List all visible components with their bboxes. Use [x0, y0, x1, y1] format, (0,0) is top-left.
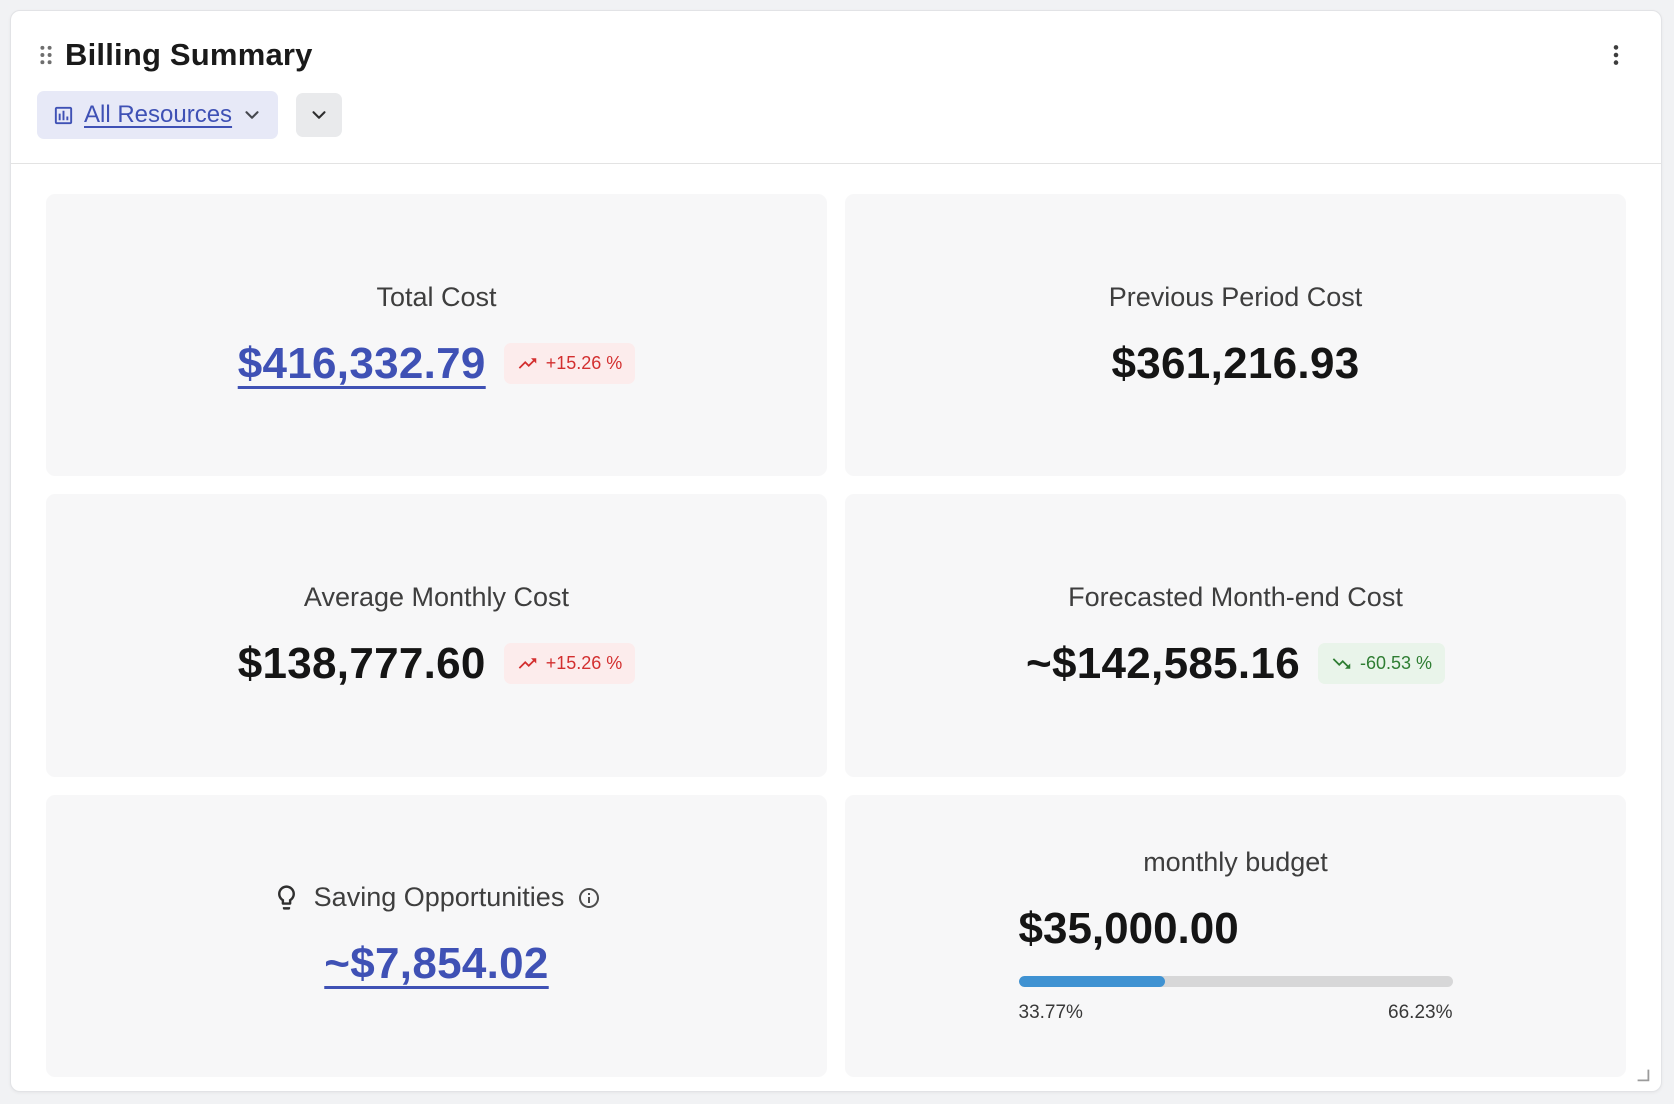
previous-period-cost-value: $361,216.93 — [1111, 338, 1360, 388]
trend-badge-text: +15.26 % — [545, 653, 623, 674]
saving-opportunities-value-link[interactable]: ~$7,854.02 — [324, 939, 549, 989]
trend-badge: +15.26 % — [503, 343, 636, 385]
budget-block: $35,000.00 33.77% 66.23% — [1018, 904, 1453, 1024]
tile-label: Total Cost — [376, 281, 497, 312]
budget-remaining-percent: 66.23% — [1388, 1002, 1453, 1024]
monthly-budget-tile: monthly budget $35,000.00 33.77% 66.23% — [845, 794, 1626, 1077]
total-cost-tile: Total Cost $416,332.79 +15.26 % — [46, 194, 827, 477]
billing-summary-widget: Billing Summary All Resources — [10, 10, 1662, 1092]
budget-used-percent: 33.77% — [1018, 1002, 1083, 1024]
value-row: $361,216.93 — [1112, 339, 1360, 389]
forecasted-month-end-cost-value: ~$142,585.16 — [1025, 638, 1300, 688]
tile-label: Forecasted Month-end Cost — [1068, 581, 1403, 612]
value-row: $416,332.79 +15.26 % — [238, 339, 636, 389]
chevron-down-icon — [308, 104, 330, 126]
trend-badge-text: +15.26 % — [545, 353, 623, 374]
value-row: $138,777.60 +15.26 % — [238, 639, 636, 689]
tile-label: monthly budget — [1143, 847, 1328, 878]
tile-label: Saving Opportunities — [313, 882, 565, 913]
forecasted-month-end-cost-tile: Forecasted Month-end Cost ~$142,585.16 -… — [845, 494, 1626, 777]
resource-filter-label: All Resources — [84, 101, 233, 128]
bar-chart-icon — [52, 104, 75, 127]
expand-options-button[interactable] — [296, 93, 343, 137]
saving-opportunities-label-row: Saving Opportunities — [272, 882, 602, 913]
trending-up-icon — [517, 353, 538, 374]
trend-badge: -60.53 % — [1317, 643, 1446, 685]
info-icon[interactable] — [577, 886, 601, 910]
average-monthly-cost-value: $138,777.60 — [237, 638, 486, 688]
monthly-budget-value: $35,000.00 — [1018, 904, 1239, 954]
trending-up-icon — [517, 653, 538, 674]
lightbulb-icon — [272, 883, 301, 912]
resize-handle[interactable] — [1634, 1066, 1652, 1084]
budget-progress-labels: 33.77% 66.23% — [1019, 1002, 1453, 1024]
budget-progress-fill — [1018, 976, 1166, 988]
chevron-down-icon — [241, 104, 263, 126]
resource-filter-button[interactable]: All Resources — [37, 91, 279, 139]
widget-header: Billing Summary All Resources — [11, 11, 1661, 163]
total-cost-value-link[interactable]: $416,332.79 — [237, 338, 486, 388]
saving-opportunities-tile: Saving Opportunities ~$7,854.02 — [46, 794, 827, 1077]
kebab-menu-button[interactable] — [1599, 38, 1633, 72]
trend-badge-text: -60.53 % — [1359, 653, 1433, 674]
trend-badge: +15.26 % — [503, 643, 636, 685]
drag-handle-icon[interactable] — [37, 44, 55, 66]
previous-period-cost-tile: Previous Period Cost $361,216.93 — [845, 194, 1626, 477]
tile-label: Average Monthly Cost — [303, 581, 570, 612]
filter-row: All Resources — [37, 91, 1633, 139]
metrics-grid: Total Cost $416,332.79 +15.26 % Previous… — [11, 164, 1661, 1091]
widget-title: Billing Summary — [65, 37, 313, 72]
tile-label: Previous Period Cost — [1108, 281, 1363, 312]
budget-progress-bar — [1018, 976, 1453, 988]
value-row: ~$7,854.02 — [324, 939, 548, 989]
trending-down-icon — [1331, 653, 1352, 674]
header-divider — [11, 163, 1661, 164]
title-row: Billing Summary — [37, 37, 1633, 73]
average-monthly-cost-tile: Average Monthly Cost $138,777.60 +15.26 … — [46, 494, 827, 777]
value-row: ~$142,585.16 -60.53 % — [1025, 638, 1446, 689]
